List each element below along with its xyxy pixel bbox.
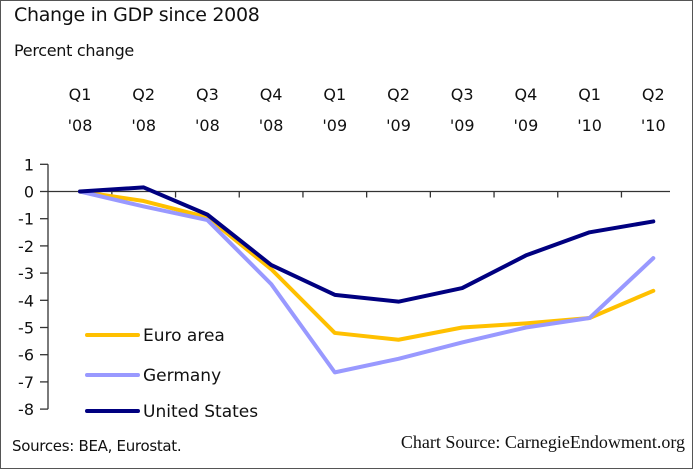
x-tick-label-quarter: Q4 <box>260 85 283 104</box>
y-tick-label: -5 <box>18 319 34 338</box>
legend-label-germany: Germany <box>143 366 221 386</box>
y-tick-label: -4 <box>18 291 34 310</box>
x-tick-label-year: '09 <box>322 116 347 135</box>
x-tick-label-year: '09 <box>450 116 475 135</box>
x-tick-label-year: '08 <box>195 116 220 135</box>
series-line-united-states <box>78 185 656 304</box>
chart-title: Change in GDP since 2008 <box>14 4 260 26</box>
x-tick-label-quarter: Q2 <box>387 85 410 104</box>
x-tick-label-year: '10 <box>577 116 602 135</box>
x-tick-label-year: '08 <box>68 116 93 135</box>
x-tick-label-quarter: Q3 <box>451 85 474 104</box>
y-axis-label: Percent change <box>14 41 134 60</box>
x-tick-label-quarter: Q1 <box>578 85 601 104</box>
series-line-euro-area <box>78 189 656 342</box>
x-tick-label-quarter: Q2 <box>642 85 665 104</box>
y-tick-label: 1 <box>24 155 34 174</box>
y-tick-label: -3 <box>18 264 34 283</box>
x-tick-label-year: '08 <box>131 116 156 135</box>
series-line-germany <box>78 189 656 375</box>
y-tick-label: -1 <box>18 210 34 229</box>
x-tick-label-quarter: Q1 <box>69 85 92 104</box>
legend-label-euro-area: Euro area <box>143 326 225 346</box>
y-tick-label: -7 <box>18 373 34 392</box>
x-tick-label-quarter: Q3 <box>196 85 219 104</box>
y-tick-label: -8 <box>18 400 34 419</box>
y-tick-label: 0 <box>24 183 34 202</box>
x-tick-label-year: '10 <box>641 116 666 135</box>
x-tick-label-quarter: Q4 <box>515 85 538 104</box>
x-tick-label-year: '09 <box>386 116 411 135</box>
y-tick-label: -6 <box>18 346 34 365</box>
sources-note: Sources: BEA, Eurostat. <box>12 437 182 455</box>
x-tick-label-year: '09 <box>514 116 539 135</box>
x-tick-label-quarter: Q1 <box>323 85 346 104</box>
legend-label-united-states: United States <box>143 402 258 422</box>
x-tick-label-quarter: Q2 <box>132 85 155 104</box>
y-tick-label: -2 <box>18 237 34 256</box>
chart-source-credit: Chart Source: CarnegieEndowment.org <box>400 432 685 452</box>
x-tick-label-year: '08 <box>259 116 284 135</box>
